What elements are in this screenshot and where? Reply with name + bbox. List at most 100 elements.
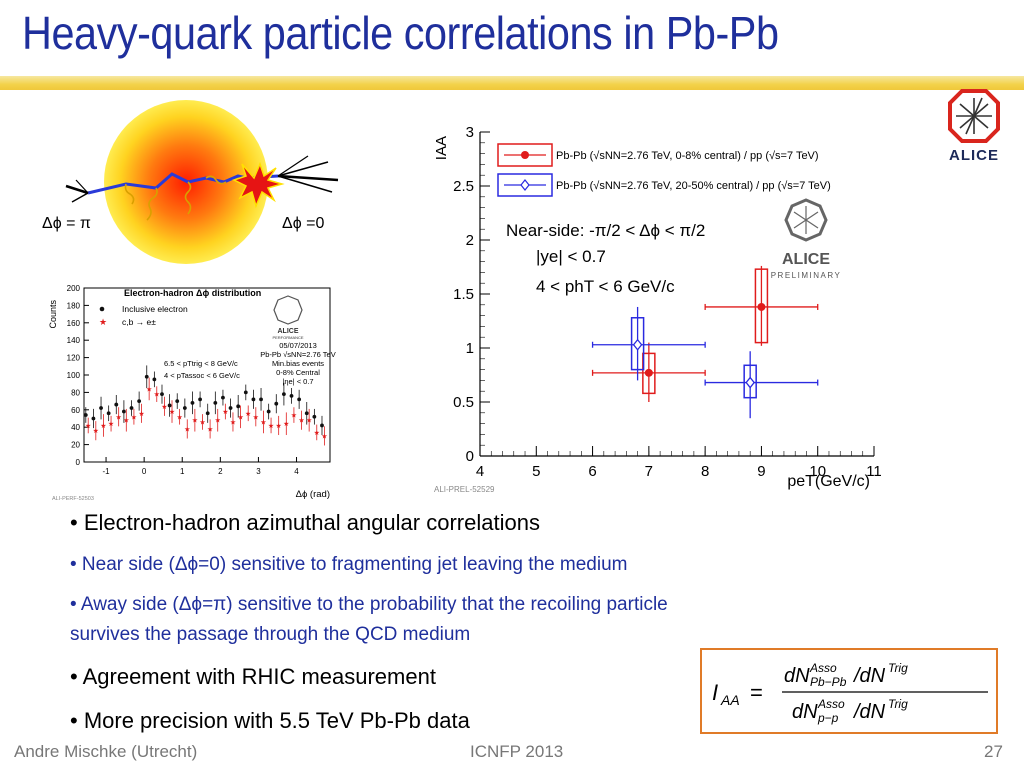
svg-text:Near-side: -π/2 < Δϕ < π/2: Near-side: -π/2 < Δϕ < π/2	[506, 221, 705, 240]
eh-ref: ALI-PERF-52503	[52, 496, 94, 502]
eh-point-inclusive	[91, 416, 96, 421]
iaa-xtick-label: 9	[757, 463, 765, 480]
eh-ytick-label: 0	[76, 458, 81, 467]
svg-text:ALICE: ALICE	[278, 328, 299, 335]
svg-text:Trig: Trig	[888, 661, 908, 675]
iaa-sys-box	[754, 268, 769, 344]
bullet-near-side: • Near side (Δϕ=0) sensitive to fragment…	[70, 554, 628, 575]
iaa-alice-badge: ALICE PRELIMINARY	[771, 198, 840, 280]
eh-point-inclusive	[251, 397, 256, 402]
gluon-1	[146, 187, 158, 221]
svg-text:Asso: Asso	[817, 697, 845, 711]
eh-point-inclusive	[213, 400, 218, 405]
eh-point-inclusive	[304, 411, 309, 416]
eh-point-inclusive	[221, 395, 225, 400]
jet-schematic: Δϕ = π Δϕ =0	[42, 100, 339, 264]
eh-point-hf: ★	[176, 413, 182, 421]
eh-point-hf: ★	[100, 422, 106, 430]
eh-legend-marker-hf: ★	[99, 317, 107, 327]
eh-ytick-label: 200	[67, 284, 81, 293]
iaa-ytick-label: 0	[466, 448, 474, 465]
eh-xtick-label: 3	[256, 467, 261, 476]
eh-point-hf: ★	[108, 420, 114, 428]
iaa-legend-box-2	[497, 173, 553, 197]
eh-point-inclusive	[281, 392, 286, 397]
eh-point-hf: ★	[184, 425, 190, 433]
iaa-point	[745, 376, 756, 389]
iaa-xtick-label: 5	[532, 463, 540, 480]
eh-point-inclusive	[114, 402, 119, 407]
eh-xtick-label: -1	[102, 467, 110, 476]
eh-xtick-label: 2	[218, 467, 223, 476]
alice-logo-text: ALICE	[949, 147, 999, 164]
eh-point-hf: ★	[215, 417, 221, 425]
eh-point-hf: ★	[298, 417, 304, 425]
eh-legend-marker-inclusive	[99, 306, 105, 312]
iaa-formula-box: I AA = dN Asso Pb−Pb / dN Trig dN Asso p−…	[700, 648, 998, 734]
iaa-legend-marker-2	[520, 179, 530, 191]
eh-cuts: 6.5 < pTtrig < 8 GeV/c 4 < pTassoc < 6 G…	[164, 359, 240, 380]
svg-text:Asso: Asso	[809, 661, 837, 675]
eh-ytick-label: 100	[67, 371, 81, 380]
iaa-xtick-label: 4	[476, 463, 484, 480]
iaa-ytick-label: 2	[466, 232, 474, 249]
eh-point-inclusive	[121, 409, 126, 414]
svg-text:05/07/2013: 05/07/2013	[279, 341, 317, 350]
eh-info: 05/07/2013 Pb-Pb √sNN=2.76 TeV Min.bias …	[260, 341, 335, 386]
eh-point-hf: ★	[283, 420, 289, 428]
bullet-rhic-agreement: • Agreement with RHIC measurement	[70, 664, 436, 689]
eh-point-inclusive	[274, 401, 279, 406]
eh-ytick-label: 120	[67, 354, 81, 363]
iaa-xtick-label: 6	[588, 463, 596, 480]
eh-point-inclusive	[243, 390, 248, 395]
svg-text:Trig: Trig	[888, 697, 908, 711]
eh-point-inclusive	[198, 397, 202, 402]
iaa-ylabel: IAA	[433, 136, 450, 160]
eh-point-inclusive	[129, 406, 134, 410]
svg-text:Pb-Pb √sNN=2.76 TeV: Pb-Pb √sNN=2.76 TeV	[260, 350, 335, 359]
iaa-legend-box-1	[497, 143, 553, 167]
svg-text:/dN: /dN	[852, 701, 886, 723]
iaa-xlabel: peT(GeV/c)	[787, 473, 870, 490]
page-number: 27	[984, 742, 1003, 761]
iaa-legend-marker-1	[521, 151, 529, 159]
eh-legend-hf: c,b → e±	[122, 317, 156, 327]
eh-point-inclusive	[160, 392, 164, 397]
svg-text:|ye| < 0.7: |ye| < 0.7	[536, 247, 606, 266]
iaa-xtick-label: 10	[809, 463, 826, 480]
iaa-legend-2: Pb-Pb (√sNN=2.76 TeV, 20-50% central) / …	[556, 180, 831, 192]
bullet-away-side: • Away side (Δϕ=π) sensitive to the prob…	[70, 594, 668, 615]
iaa-formula: I AA = dN Asso Pb−Pb /dN Trig dN Asso p−…	[712, 661, 988, 725]
alice-logo-rays	[956, 97, 992, 135]
iaa-ytick-label: 1.5	[453, 286, 474, 303]
label-away-side: Δϕ = π	[42, 215, 91, 232]
eh-point-hf: ★	[291, 412, 297, 420]
eh-legend-inclusive: Inclusive electron	[122, 304, 188, 314]
footer-author: Andre Mischke (Utrecht)	[14, 742, 198, 761]
iaa-xtick-label: 11	[866, 463, 882, 480]
eh-point-hf: ★	[169, 408, 175, 416]
eh-ytick-label: 80	[71, 388, 80, 397]
svg-text:6.5 < pTtrig < 8 GeV/c: 6.5 < pTtrig < 8 GeV/c	[164, 359, 238, 368]
eh-title: Electron-hadron Δϕ distribution	[124, 288, 261, 298]
eh-point-inclusive	[144, 374, 149, 379]
iaa-point	[632, 338, 643, 351]
eh-point-hf: ★	[93, 427, 99, 435]
svg-text:Pb−Pb: Pb−Pb	[810, 675, 847, 689]
eh-ytick-label: 20	[71, 441, 80, 450]
svg-text:dN: dN	[784, 665, 810, 687]
iaa-sys-box	[630, 317, 645, 371]
eh-point-hf: ★	[222, 408, 228, 416]
iaa-marks	[591, 265, 819, 419]
eh-xtick-label: 4	[294, 467, 299, 476]
eh-point-hf: ★	[85, 422, 91, 430]
eh-point-hf: ★	[161, 403, 167, 411]
iaa-xtick-label: 7	[645, 463, 653, 480]
iaa-sys-box	[743, 364, 757, 399]
gluon-4	[124, 183, 135, 205]
eh-point-hf: ★	[199, 418, 205, 426]
eh-ytick-label: 180	[67, 301, 81, 310]
iaa-ytick-label: 3	[466, 124, 474, 141]
eh-ytick-label: 140	[67, 336, 81, 345]
